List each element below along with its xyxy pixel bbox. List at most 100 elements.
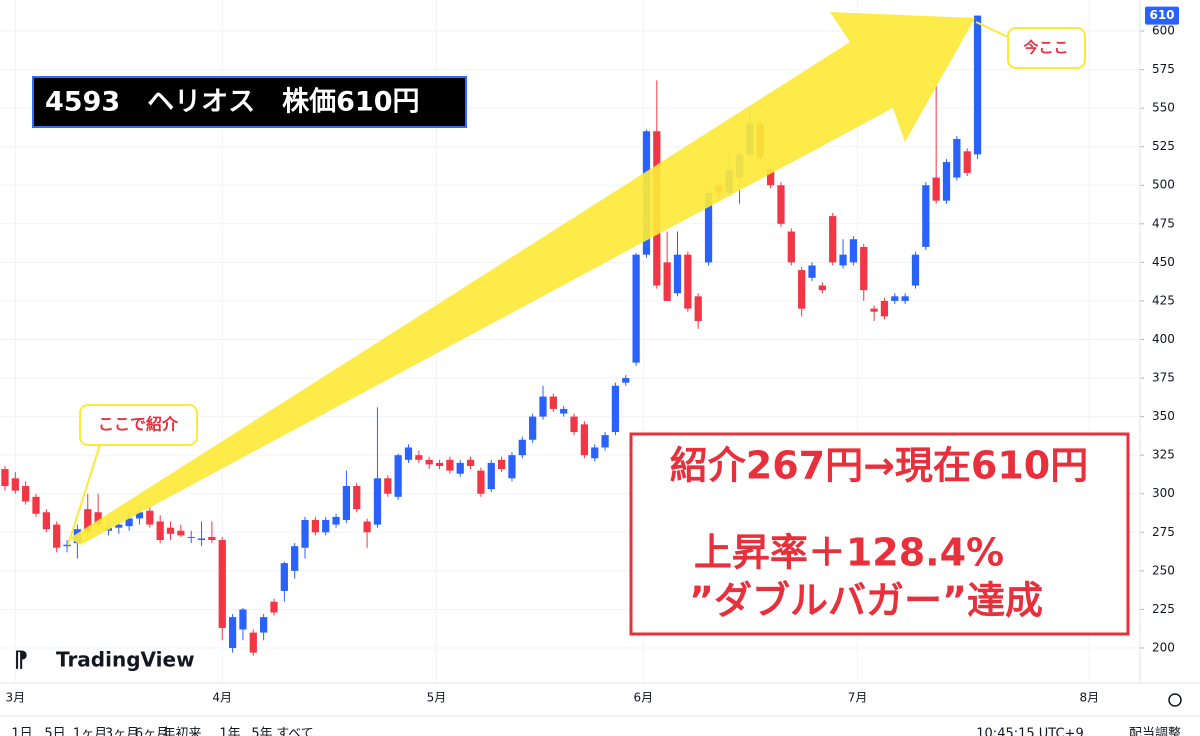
candle-body [787,231,795,263]
callout-text: ここで紹介 [98,415,179,434]
y-tick-label: 300 [1152,486,1175,500]
candle-body [301,519,309,548]
candle-body [228,617,237,648]
candle-body [508,455,516,479]
candle-body [446,459,454,471]
candle-body [166,527,175,534]
candle-body [415,455,423,460]
toolbar-item[interactable]: すべて [276,727,314,736]
toolbar-item[interactable]: 5日 [44,727,65,736]
candle-body [353,486,361,510]
x-tick-label: 7月 [848,691,868,705]
callout-box [79,404,198,446]
x-tick-label: 3月 [5,691,25,705]
candle-body [911,254,920,286]
candle-body [363,521,371,533]
toolbar-item[interactable]: 3ヶ月 [105,727,139,736]
candle-body [570,416,578,433]
y-tick-label: 400 [1152,332,1175,346]
candle-body [922,185,930,247]
candle-body [953,138,961,178]
settings-icon[interactable] [1168,693,1182,707]
summary-text: 上昇率＋128.4% [694,531,1004,575]
toolbar-item[interactable]: 1日 [11,727,32,736]
candle-body [942,162,951,201]
last-price-label: 610 [1149,8,1174,22]
toolbar-item[interactable]: 6ヶ月 [135,727,169,736]
candle-body [880,300,889,317]
candle-body [373,478,382,525]
candle-body [322,519,330,533]
candle-body [487,462,495,490]
candle-body [394,455,402,497]
candle-body [870,308,878,312]
candle-body [632,254,640,363]
candle-body [529,416,537,440]
candle-body [218,540,226,628]
candle-body [342,486,351,520]
candle-body [601,435,609,448]
candle-body [208,536,216,541]
candle-body [684,254,692,309]
candle-body [435,462,444,466]
y-tick-label: 275 [1152,525,1175,539]
x-tick-label: 4月 [212,691,232,705]
candle-body [22,486,30,502]
candle-body [53,524,61,548]
candle-body [694,296,702,321]
y-tick-label: 200 [1152,640,1175,654]
y-tick-label: 425 [1152,293,1175,307]
candle-body [156,521,164,541]
toolbar-item[interactable]: 5年 [251,727,272,736]
logo: TradingView [56,648,195,672]
candle-body [404,447,413,460]
candle-body [477,470,485,494]
candle-body [177,530,185,536]
toolbar-item[interactable]: 1ヶ月 [73,727,107,736]
candle-body [860,246,868,291]
candle-body [11,478,19,491]
candle-body [197,538,206,541]
candle-body [311,519,319,533]
candle-body [425,459,433,465]
candle-body [663,262,671,301]
candle-body [704,192,713,263]
candle-body [849,239,858,263]
candle-body [384,478,392,494]
y-tick-label: 350 [1152,409,1175,423]
last-price-box [1145,6,1179,25]
candle-body [94,512,102,525]
trend-arrow [70,12,975,545]
candle-body [611,385,620,433]
toolbar-item[interactable]: 1年 [219,727,240,736]
candle-body [591,447,599,459]
x-tick-label: 8月 [1079,691,1099,705]
candle-body [963,151,971,173]
summary-text: ”ダブルバガー”達成 [689,579,1043,623]
candle-body [767,169,775,186]
candle-body [932,177,940,201]
candle-body [497,459,506,470]
y-tick-label: 450 [1152,255,1175,269]
candle-body [580,424,589,456]
y-tick-label: 550 [1152,101,1175,115]
toolbar-item[interactable]: 配当調整 [1129,727,1181,736]
candle-body [63,544,71,547]
candle-body [798,270,806,309]
candle-body [42,512,50,530]
toolbar-item[interactable]: 年初来 [162,727,201,736]
logo-mark: ⁋ [14,648,28,673]
candle-body [777,185,785,224]
y-tick-label: 225 [1152,602,1175,616]
candle-body [456,462,464,474]
y-tick-label: 500 [1152,178,1175,192]
candle-body [560,408,568,414]
candle-body [622,378,630,383]
candle-body [1,469,9,487]
candle-body [280,563,288,591]
callout-pointer [67,444,101,546]
toolbar-item[interactable]: 10:45:15 UTC+9 [976,727,1083,736]
candle-body [829,216,837,263]
